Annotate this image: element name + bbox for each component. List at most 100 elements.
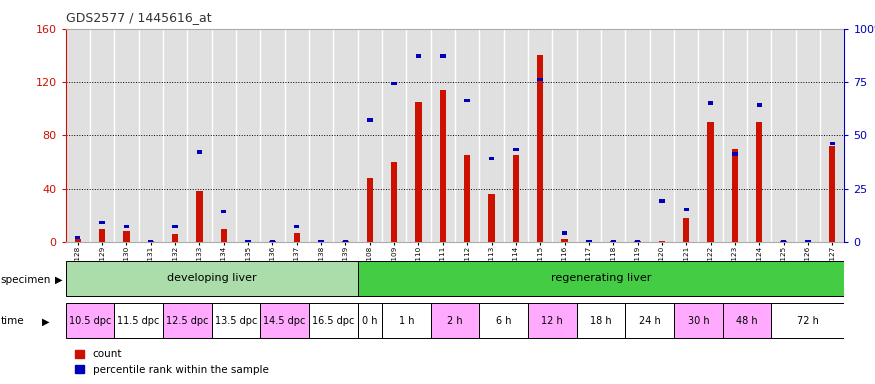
Bar <box>172 225 178 228</box>
Text: 16.5 dpc: 16.5 dpc <box>312 316 354 326</box>
Bar <box>440 90 446 242</box>
Bar <box>196 191 202 242</box>
Bar <box>626 303 674 338</box>
Text: regenerating liver: regenerating liver <box>551 273 651 283</box>
Bar <box>610 241 616 242</box>
Bar <box>780 240 787 243</box>
Text: developing liver: developing liver <box>167 273 256 283</box>
Bar <box>115 29 138 242</box>
Bar <box>261 303 309 338</box>
Text: 11.5 dpc: 11.5 dpc <box>117 316 160 326</box>
Bar <box>528 303 577 338</box>
Bar <box>635 240 640 243</box>
Bar <box>537 55 543 242</box>
Bar <box>585 241 592 242</box>
Bar <box>455 29 480 242</box>
Bar <box>480 29 504 242</box>
Bar <box>358 303 382 338</box>
Bar <box>270 240 275 243</box>
Bar <box>90 29 115 242</box>
Bar <box>172 234 178 242</box>
Text: 18 h: 18 h <box>591 316 612 326</box>
Text: ▶: ▶ <box>55 275 63 285</box>
Bar <box>220 228 227 242</box>
Text: 0 h: 0 h <box>362 316 378 326</box>
Bar <box>66 261 358 296</box>
Bar <box>723 29 747 242</box>
Bar <box>464 156 470 242</box>
Bar <box>66 29 90 242</box>
Bar <box>683 208 689 211</box>
Bar <box>626 29 650 242</box>
Bar <box>504 29 528 242</box>
Bar <box>528 29 552 242</box>
Bar <box>99 228 105 242</box>
Bar <box>659 199 664 203</box>
Bar <box>430 303 480 338</box>
Bar <box>416 102 422 242</box>
Text: ▶: ▶ <box>42 316 50 326</box>
Bar <box>747 29 772 242</box>
Bar <box>659 241 665 242</box>
Bar <box>416 55 421 58</box>
Bar <box>187 29 212 242</box>
Bar <box>440 55 445 58</box>
Text: 10.5 dpc: 10.5 dpc <box>69 316 111 326</box>
Bar <box>163 303 212 338</box>
Bar <box>406 29 430 242</box>
Bar <box>830 146 836 242</box>
Bar <box>577 29 601 242</box>
Bar <box>284 29 309 242</box>
Text: 13.5 dpc: 13.5 dpc <box>214 316 257 326</box>
Bar <box>367 178 373 242</box>
Bar <box>270 241 276 242</box>
Bar <box>674 29 698 242</box>
Bar <box>611 240 616 243</box>
Bar <box>343 240 348 243</box>
Bar <box>212 303 261 338</box>
Bar <box>163 29 187 242</box>
Bar <box>674 303 723 338</box>
Legend: count, percentile rank within the sample: count, percentile rank within the sample <box>71 345 273 379</box>
Bar <box>294 233 300 242</box>
Bar <box>368 118 373 122</box>
Text: 12 h: 12 h <box>542 316 564 326</box>
Bar <box>820 29 844 242</box>
Bar <box>586 240 592 243</box>
Text: 1 h: 1 h <box>399 316 414 326</box>
Bar <box>732 152 738 156</box>
Bar <box>488 194 494 242</box>
Bar <box>245 241 251 242</box>
Bar <box>723 303 772 338</box>
Bar <box>333 29 358 242</box>
Bar <box>537 78 542 81</box>
Text: 14.5 dpc: 14.5 dpc <box>263 316 306 326</box>
Bar <box>795 29 820 242</box>
Text: time: time <box>1 316 24 326</box>
Bar <box>465 99 470 103</box>
Bar <box>634 241 640 242</box>
Bar <box>577 303 626 338</box>
Bar <box>698 29 723 242</box>
Bar <box>309 303 358 338</box>
Bar <box>318 241 325 242</box>
Bar <box>562 239 568 242</box>
Bar <box>708 101 713 104</box>
Bar <box>212 29 236 242</box>
Bar <box>197 150 202 154</box>
Bar <box>805 241 811 242</box>
Text: GDS2577 / 1445616_at: GDS2577 / 1445616_at <box>66 12 211 25</box>
Bar <box>562 231 567 235</box>
Bar <box>489 157 494 160</box>
Bar <box>358 29 382 242</box>
Text: 48 h: 48 h <box>736 316 758 326</box>
Bar <box>318 240 324 243</box>
Bar <box>552 29 577 242</box>
Bar <box>780 241 787 242</box>
Bar <box>513 148 519 151</box>
Bar <box>480 303 528 338</box>
Bar <box>100 220 105 224</box>
Bar <box>830 142 835 145</box>
Bar <box>309 29 333 242</box>
Bar <box>342 241 348 242</box>
